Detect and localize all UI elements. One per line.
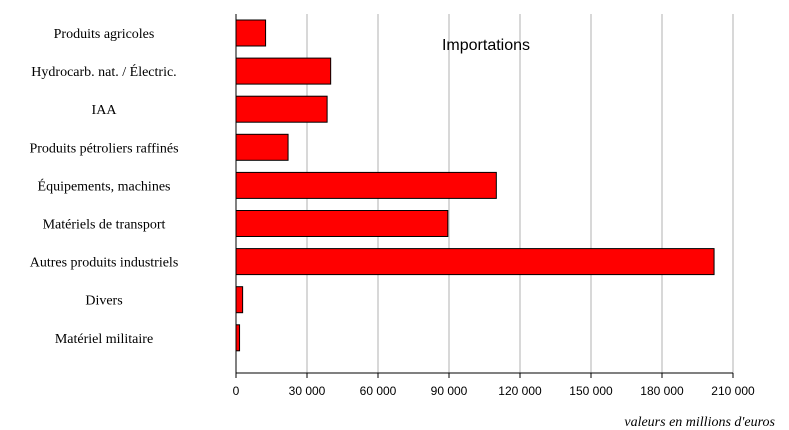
bar	[235, 95, 328, 123]
category-label: Équipements, machines	[38, 177, 171, 194]
bar	[235, 286, 244, 314]
x-tick-label: 210 000	[711, 384, 755, 398]
category-label: Autres produits industriels	[30, 256, 179, 271]
bar	[235, 210, 449, 237]
bar	[235, 248, 715, 276]
category-label: IAA	[92, 103, 118, 118]
bar	[235, 57, 332, 85]
category-label: Divers	[85, 294, 122, 309]
x-tick-label: 120 000	[498, 384, 542, 398]
axes	[235, 14, 734, 378]
bar	[235, 133, 289, 161]
category-label: Produits pétroliers raffinés	[29, 141, 178, 156]
x-tick-label: 30 000	[289, 384, 326, 398]
x-tick-label: 180 000	[640, 384, 684, 398]
x-axis-label: valeurs en millions d'euros	[624, 415, 775, 430]
bar	[235, 171, 497, 199]
x-tick-label: 150 000	[569, 384, 613, 398]
x-tick-label: 90 000	[431, 384, 468, 398]
chart-title: Importations	[442, 37, 530, 54]
category-label: Hydrocarb. nat. / Électric.	[31, 63, 176, 80]
bar	[235, 324, 241, 352]
category-label: Matériel militaire	[55, 332, 153, 347]
x-tick-label: 60 000	[360, 384, 397, 398]
bar	[235, 19, 267, 47]
x-tick-labels: 0 30 000 60 000 90 000 120 000 150 000 180 000…	[233, 384, 755, 398]
category-labels: Produits agricoles Hydrocarb. nat. / Élec…	[29, 27, 178, 347]
bars	[235, 19, 715, 352]
x-tick-label: 0	[233, 384, 240, 398]
category-label: Produits agricoles	[54, 27, 155, 42]
category-label: Matériels de transport	[43, 218, 166, 233]
